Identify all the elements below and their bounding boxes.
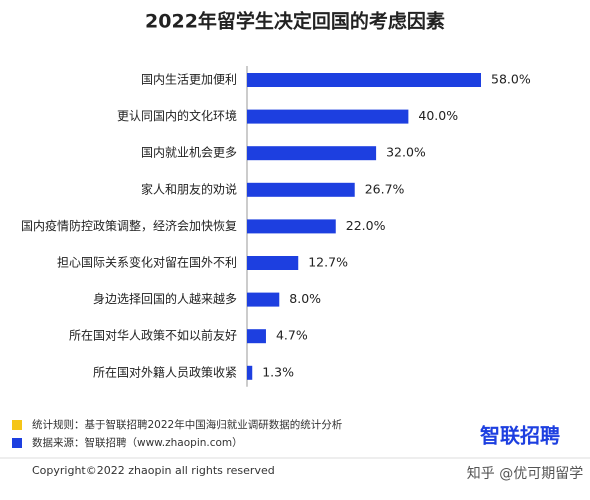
category-label: 担心国际关系变化对留在国外不利	[57, 255, 237, 270]
watermark: 知乎 @优可期留学	[467, 465, 583, 482]
note-text: 数据来源：智联招聘（www.zhaopin.com）	[32, 436, 243, 449]
value-label: 4.7%	[276, 328, 308, 343]
category-label: 国内疫情防控政策调整，经济会加快恢复	[21, 218, 237, 233]
note-swatch	[12, 420, 22, 430]
value-label: 1.3%	[262, 364, 294, 379]
category-label: 身边选择回国的人越来越多	[93, 291, 237, 306]
category-label: 国内生活更加便利	[141, 73, 237, 87]
value-label: 26.7%	[365, 181, 405, 196]
value-label: 58.0%	[491, 72, 531, 87]
value-label: 8.0%	[289, 291, 321, 306]
bar	[247, 109, 409, 124]
chart-title: 2022年留学生决定回国的考虑因素	[145, 10, 445, 33]
value-label: 22.0%	[346, 218, 386, 233]
value-label: 32.0%	[386, 145, 426, 160]
category-label: 所在国对华人政策不如以前友好	[69, 328, 237, 343]
bar	[247, 256, 299, 270]
value-label: 12.7%	[308, 255, 348, 270]
category-label: 所在国对外籍人员政策收紧	[93, 364, 237, 379]
bar	[247, 146, 377, 161]
bar	[247, 365, 253, 380]
bar	[247, 292, 280, 307]
note-swatch	[12, 438, 22, 448]
value-label: 40.0%	[418, 108, 458, 123]
category-label: 更认同国内的文化环境	[117, 108, 237, 123]
logo: 智联招聘	[480, 424, 560, 448]
copyright: Copyright©2022 zhaopin all rights reserv…	[32, 464, 275, 477]
category-label: 家人和朋友的劝说	[141, 181, 237, 196]
category-label: 国内就业机会更多	[141, 146, 237, 160]
bar	[247, 329, 266, 344]
note-text: 统计规则：基于智联招聘2022年中国海归就业调研数据的统计分析	[32, 418, 343, 431]
bar	[247, 219, 336, 234]
bar	[247, 73, 481, 87]
bar	[247, 182, 355, 197]
